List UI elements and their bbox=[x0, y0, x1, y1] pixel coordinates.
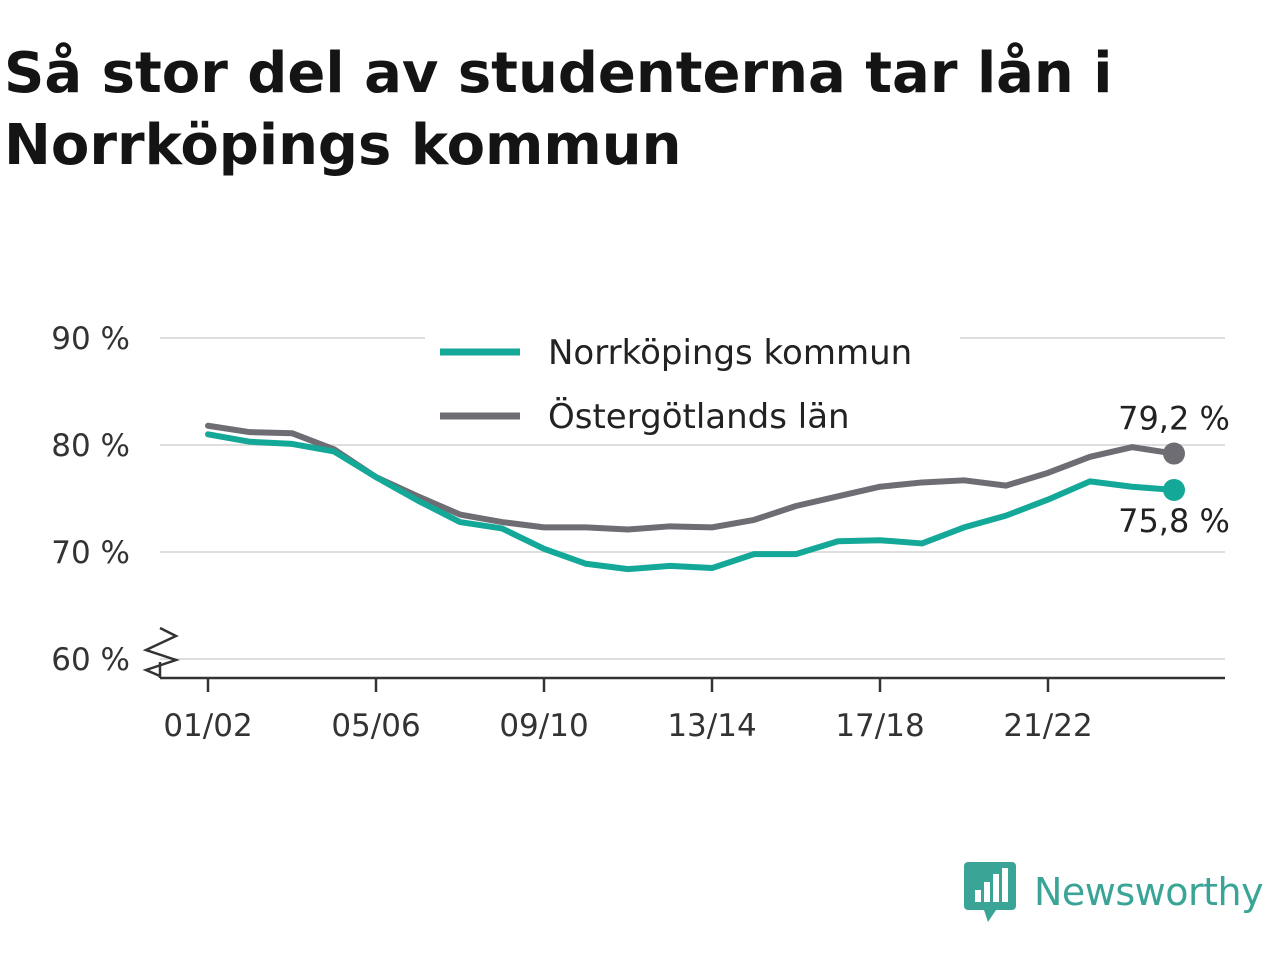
end-label-ostergotland: 79,2 % bbox=[1118, 400, 1230, 438]
y-tick-label: 60 % bbox=[51, 642, 130, 678]
y-tick-label: 80 % bbox=[51, 428, 130, 464]
chart-title: Så stor del av studenterna tar lån i Nor… bbox=[4, 41, 1113, 178]
legend-label: Östergötlands län bbox=[548, 396, 850, 437]
x-tick-label: 21/22 bbox=[1003, 708, 1092, 744]
y-axis-ticks: 60 % 70 % 80 % 90 % bbox=[51, 321, 130, 678]
legend-background bbox=[425, 322, 960, 444]
series-lines bbox=[205, 422, 1185, 573]
x-tick-label: 09/10 bbox=[499, 708, 588, 744]
newsworthy-logo-icon bbox=[964, 862, 1016, 922]
series-end-marker bbox=[1163, 478, 1185, 501]
brand-name: Newsworthy bbox=[1034, 870, 1264, 914]
axes bbox=[142, 626, 1225, 680]
y-tick-label: 70 % bbox=[51, 535, 130, 571]
series-line bbox=[205, 431, 1177, 573]
end-labels: 79,2 % 75,8 % bbox=[1118, 400, 1230, 540]
x-tick-label: 05/06 bbox=[331, 708, 420, 744]
legend-label: Norrköpings kommun bbox=[548, 333, 912, 373]
end-label-norrkoping: 75,8 % bbox=[1118, 502, 1230, 540]
y-tick-label: 90 % bbox=[51, 321, 130, 357]
y-axis-break bbox=[142, 626, 180, 678]
x-tick-label: 17/18 bbox=[835, 708, 924, 744]
x-tick-label: 13/14 bbox=[667, 708, 756, 744]
x-axis-ticks: 01/02 05/06 09/10 13/14 17/18 21/22 bbox=[163, 678, 1093, 744]
x-tick-label: 01/02 bbox=[163, 708, 252, 744]
brand-logo[interactable]: Newsworthy bbox=[964, 862, 1264, 922]
series-end-marker bbox=[1163, 442, 1185, 465]
legend: Norrköpings kommun Östergötlands län bbox=[425, 322, 960, 444]
